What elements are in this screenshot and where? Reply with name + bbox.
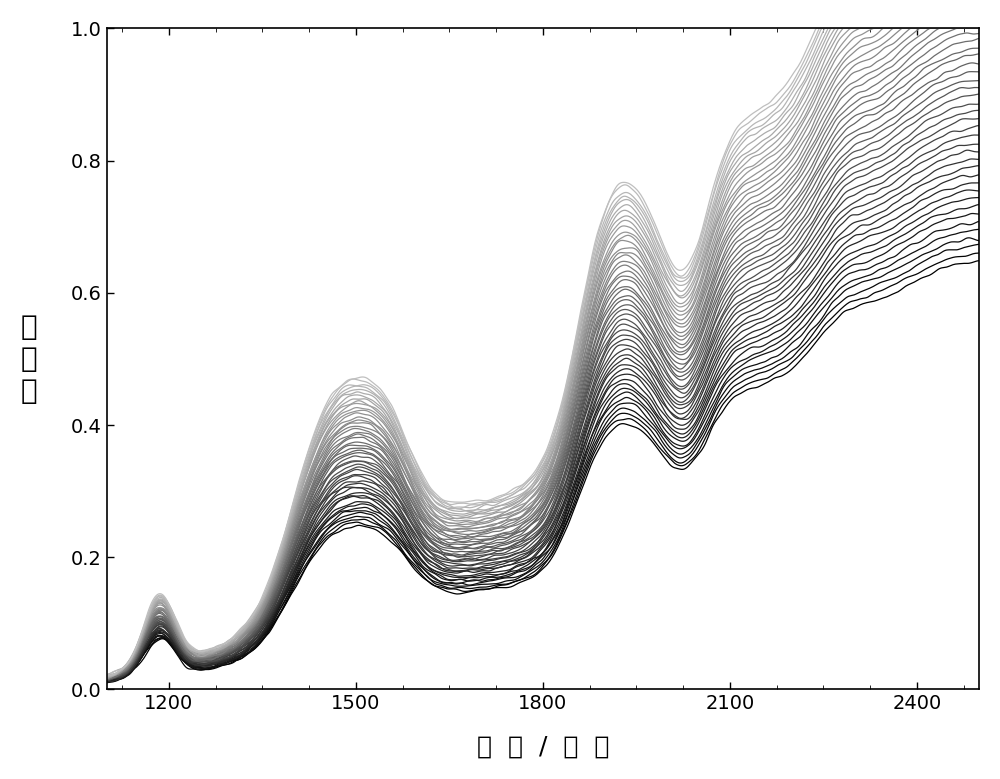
Y-axis label: 吸
光
度: 吸 光 度 [21,312,37,405]
X-axis label: 波  长  /  纳  米: 波 长 / 纳 米 [477,734,609,758]
